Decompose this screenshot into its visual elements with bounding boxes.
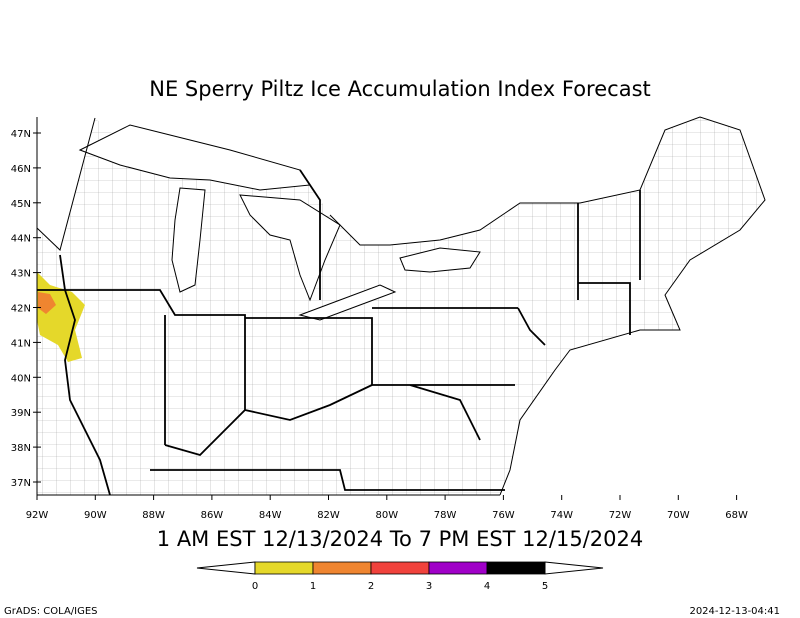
colorbar-segment [486, 561, 546, 575]
map-area [36, 116, 766, 496]
lat-label: 46N [11, 164, 31, 175]
lon-label: 80W [375, 510, 398, 521]
lon-label: 92W [26, 510, 49, 521]
footer-left: GrADS: COLA/IGES [4, 606, 98, 617]
colorbar: 0 1 2 3 4 5 [196, 561, 604, 592]
lake-michigan [171, 187, 206, 293]
lon-label: 82W [317, 510, 340, 521]
land [37, 117, 765, 495]
colorbar-tick-label: 2 [368, 581, 374, 592]
lat-label: 45N [11, 199, 31, 210]
ice-area [38, 292, 56, 314]
colorbar-under [196, 561, 256, 575]
lon-label: 68W [725, 510, 748, 521]
lake-ontario [399, 247, 481, 273]
state-border [37, 169, 641, 496]
lon-label: 70W [667, 510, 690, 521]
lat-label: 44N [11, 234, 31, 245]
lake-erie [298, 284, 397, 321]
footer-right: 2024-12-13-04:41 [689, 606, 780, 617]
colorbar-tick-label: 5 [542, 581, 548, 592]
lon-label: 74W [550, 510, 573, 521]
lon-label: 88W [142, 510, 165, 521]
lon-label: 90W [84, 510, 107, 521]
colorbar-segment [428, 561, 488, 575]
valid-period: 1 AM EST 12/13/2024 To 7 PM EST 12/15/20… [157, 527, 643, 551]
lon-label: 76W [492, 510, 515, 521]
colorbar-tick-label: 0 [252, 581, 258, 592]
colorbar-tick-label: 4 [484, 581, 490, 592]
lat-label: 40N [11, 373, 31, 384]
colorbar-over [544, 561, 604, 575]
lon-label: 86W [201, 510, 224, 521]
lat-label: 43N [11, 269, 31, 280]
lat-label: 37N [11, 478, 31, 489]
coastline [36, 116, 766, 496]
lat-label: 47N [11, 129, 31, 140]
lon-label: 72W [609, 510, 632, 521]
lat-label: 38N [11, 443, 31, 454]
colorbar-tick-label: 1 [310, 581, 316, 592]
lon-label: 78W [434, 510, 457, 521]
lat-label: 41N [11, 338, 31, 349]
colorbar-tick-label: 3 [426, 581, 432, 592]
lon-label: 84W [259, 510, 282, 521]
map-title: NE Sperry Piltz Ice Accumulation Index F… [149, 77, 651, 101]
lat-label: 39N [11, 408, 31, 419]
colorbar-segment [370, 561, 430, 575]
colorbar-segment [254, 561, 314, 575]
lat-label: 42N [11, 304, 31, 315]
colorbar-segment [312, 561, 372, 575]
